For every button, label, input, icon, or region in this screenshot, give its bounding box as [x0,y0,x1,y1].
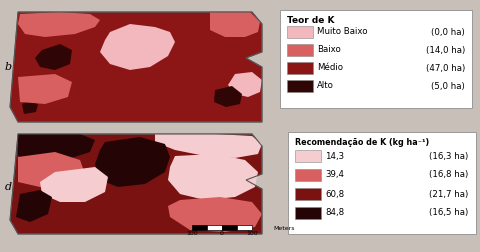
Text: 14,3: 14,3 [325,151,344,161]
Bar [295,188,321,200]
Bar [287,44,313,56]
Text: 39,4: 39,4 [325,171,344,179]
Polygon shape [228,72,262,97]
Polygon shape [18,74,72,104]
Polygon shape [10,134,262,234]
Text: (14,0 ha): (14,0 ha) [426,46,465,54]
Text: 60,8: 60,8 [325,190,344,199]
Text: (0,0 ha): (0,0 ha) [431,27,465,37]
Polygon shape [155,134,262,158]
Bar [207,225,222,230]
Polygon shape [214,86,242,107]
Text: (21,7 ha): (21,7 ha) [429,190,468,199]
Text: Recomendação de K (kg ha⁻¹): Recomendação de K (kg ha⁻¹) [295,138,429,147]
Polygon shape [40,167,108,202]
Polygon shape [22,100,38,114]
Text: Médio: Médio [317,64,343,73]
Polygon shape [16,190,52,222]
Bar [288,132,476,234]
Text: 100: 100 [186,231,198,236]
Text: Alto: Alto [317,81,334,90]
Text: Teor de K: Teor de K [287,16,335,25]
Text: Meters: Meters [273,226,295,231]
Bar [295,150,321,162]
Text: d: d [5,182,12,192]
Text: Muito Baixo: Muito Baixo [317,27,368,37]
Bar [192,225,207,230]
Text: (16,5 ha): (16,5 ha) [429,208,468,217]
Polygon shape [18,152,85,187]
Polygon shape [210,12,260,37]
Polygon shape [18,12,100,37]
Bar [287,62,313,74]
Text: Baixo: Baixo [317,46,341,54]
Text: (16,8 ha): (16,8 ha) [429,171,468,179]
Polygon shape [168,197,262,232]
Text: 84,8: 84,8 [325,208,344,217]
Polygon shape [95,137,170,187]
Bar [295,169,321,181]
Polygon shape [100,24,175,70]
Text: (47,0 ha): (47,0 ha) [426,64,465,73]
Bar [222,225,237,230]
Bar [280,10,472,108]
Bar [287,80,313,92]
Text: 0: 0 [220,231,224,236]
Polygon shape [168,154,258,200]
Polygon shape [10,12,262,122]
Text: b: b [5,62,12,72]
Bar [237,225,252,230]
Text: (16,3 ha): (16,3 ha) [429,151,468,161]
Text: 100: 100 [246,231,258,236]
Bar [295,207,321,219]
Text: (5,0 ha): (5,0 ha) [431,81,465,90]
Polygon shape [18,134,95,162]
Bar [287,26,313,38]
Polygon shape [35,44,72,70]
